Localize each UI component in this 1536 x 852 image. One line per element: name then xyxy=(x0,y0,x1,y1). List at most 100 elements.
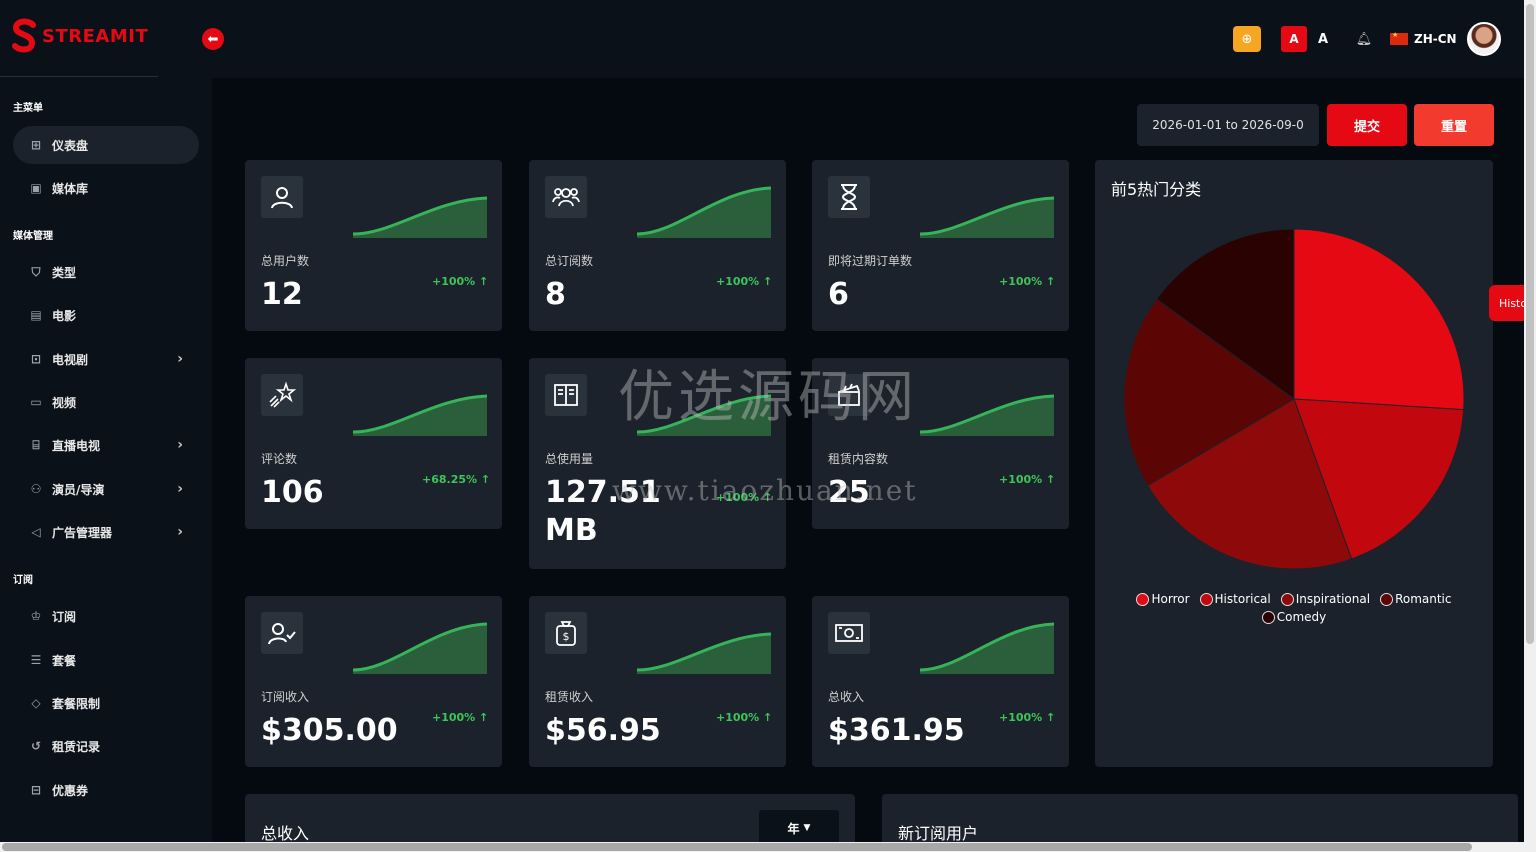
legend-item-historical[interactable]: Historical xyxy=(1199,592,1271,606)
arrow-up-icon: ↑ xyxy=(477,473,491,486)
history-icon: ↺ xyxy=(30,739,42,753)
sidebar-item-media-library[interactable]: ▣ 媒体库 xyxy=(13,169,199,207)
stat-value: $361.95 xyxy=(828,713,965,748)
pie-slice-inspirational[interactable] xyxy=(1146,398,1353,570)
sparkline-chart xyxy=(920,622,1054,674)
pie-legend: Horror Historical Inspirational Romantic Com… xyxy=(1115,592,1473,624)
font-size-increase-button[interactable]: A xyxy=(1281,26,1307,52)
stat-label: 租赁收入 xyxy=(545,690,594,704)
sidebar-item-movies[interactable]: ▤ 电影 xyxy=(13,296,199,334)
sidebar-item-tv-shows[interactable]: ⊡ 电视剧 › xyxy=(13,340,199,378)
sidebar-item-label: 优惠券 xyxy=(52,783,89,798)
notifications-button[interactable]: 🔔︎ xyxy=(1354,26,1374,52)
legend-dot xyxy=(1136,592,1150,606)
pie-slice-horror[interactable] xyxy=(1293,228,1465,411)
book-icon xyxy=(545,374,587,416)
stat-delta: +100% ↑ xyxy=(999,275,1056,288)
stat-label: 总用户数 xyxy=(261,254,310,268)
sidebar-item-plan-limits[interactable]: ◇ 套餐限制 xyxy=(13,684,199,722)
sidebar-item-ads-manager[interactable]: ◁ 广告管理器 › xyxy=(13,513,199,551)
stat-value: 25 xyxy=(828,475,870,510)
legend-item-inspirational[interactable]: Inspirational xyxy=(1280,592,1370,606)
group-icon xyxy=(545,176,587,218)
legend-dot xyxy=(1280,592,1294,606)
stat-delta: +100% ↑ xyxy=(432,275,489,288)
avatar[interactable] xyxy=(1467,22,1501,56)
user-icon xyxy=(261,176,303,218)
legend-item-horror[interactable]: Horror xyxy=(1136,592,1190,606)
sparkline-chart xyxy=(637,186,771,238)
stat-card-total-usage: 总使用量 127.51 MB +100% ↑ xyxy=(529,358,786,569)
stat-card-rental-revenue: $ 租赁收入 $56.95 +100% ↑ xyxy=(529,596,786,767)
user-check-icon xyxy=(261,612,303,654)
stat-delta: +100% ↑ xyxy=(999,711,1056,724)
ticket-icon: ⊟ xyxy=(30,783,42,797)
sidebar-item-label: 类型 xyxy=(52,265,77,280)
stat-delta: +100% ↑ xyxy=(999,473,1056,486)
horizontal-scrollbar-thumb[interactable] xyxy=(2,843,1472,851)
panel-title: 总收入 xyxy=(261,824,310,843)
stat-delta: +100% ↑ xyxy=(716,275,773,288)
reset-button[interactable]: 重置 xyxy=(1414,104,1494,146)
stat-label: 订阅收入 xyxy=(261,690,310,704)
sparkline-chart xyxy=(920,196,1054,238)
sidebar-item-coupons[interactable]: ⊟ 优惠券 xyxy=(13,771,199,809)
legend-dot xyxy=(1380,592,1394,606)
history-tab[interactable]: Histo xyxy=(1489,285,1529,321)
sidebar-item-label: 媒体库 xyxy=(52,181,89,196)
sidebar-item-genres[interactable]: ⛉ 类型 xyxy=(13,253,199,291)
stat-card-total-subscriptions: 总订阅数 8 +100% ↑ xyxy=(529,160,786,331)
arrow-left-icon: ⬅ xyxy=(207,31,219,47)
pie-chart xyxy=(1123,228,1465,570)
collapse-sidebar-button[interactable]: ⬅ xyxy=(202,28,224,50)
legend-item-comedy[interactable]: Comedy xyxy=(1261,610,1327,624)
stat-card-total-revenue: 总收入 $361.95 +100% ↑ xyxy=(812,596,1069,767)
sidebar-item-videos[interactable]: ▭ 视频 xyxy=(13,383,199,421)
sidebar-item-rental-history[interactable]: ↺ 租赁记录 xyxy=(13,727,199,765)
stat-value: $305.00 xyxy=(261,713,398,748)
legend-label: Horror xyxy=(1151,592,1190,606)
legend-item-romantic[interactable]: Romantic xyxy=(1380,592,1452,606)
clapper-icon xyxy=(828,374,870,416)
stat-card-subscription-revenue: 订阅收入 $305.00 +100% ↑ xyxy=(245,596,502,767)
crown-icon: ♔ xyxy=(30,609,42,623)
stat-label: 即将过期订单数 xyxy=(828,254,913,268)
users-icon: ⚇ xyxy=(30,482,42,496)
pie-slice-historical[interactable] xyxy=(1293,398,1465,560)
sidebar-item-dashboard[interactable]: ⊞ 仪表盘 xyxy=(13,126,199,164)
stat-delta: +100% ↑ xyxy=(716,711,773,724)
legend-label: Comedy xyxy=(1276,610,1327,624)
stat-delta: +100% ↑ xyxy=(432,711,489,724)
sidebar-item-cast-crew[interactable]: ⚇ 演员/导演 › xyxy=(13,470,199,508)
legend-dot xyxy=(1261,610,1275,624)
year-select[interactable]: 年 ▼ xyxy=(759,810,839,846)
sidebar-item-live-tv[interactable]: ⌸ 直播电视 › xyxy=(13,426,199,464)
arrow-up-icon: ↑ xyxy=(1042,473,1056,486)
chevron-right-icon: › xyxy=(177,437,183,453)
arrow-up-icon: ↑ xyxy=(1042,275,1056,288)
date-range-input[interactable]: 2026-01-01 to 2026-09-0 xyxy=(1137,104,1319,146)
bell-icon: 🔔︎ xyxy=(1355,31,1373,47)
svg-text:$: $ xyxy=(563,630,570,643)
sidebar-item-label: 直播电视 xyxy=(52,438,101,453)
language-selector[interactable]: ZH-CN xyxy=(1390,26,1458,52)
stat-value: 12 xyxy=(261,277,303,312)
chevron-right-icon: › xyxy=(177,351,183,367)
font-size-decrease-button[interactable]: A xyxy=(1317,31,1329,47)
sparkline-chart xyxy=(353,622,487,674)
section-label-subscription: 订阅 xyxy=(13,575,33,586)
pie-slice-comedy[interactable] xyxy=(1155,228,1295,400)
pie-chart-title: 前5热门分类 xyxy=(1111,180,1202,199)
brand-logo[interactable]: STREAMIT xyxy=(12,18,148,54)
vertical-scrollbar-thumb[interactable] xyxy=(1526,4,1534,644)
sidebar-item-plans[interactable]: ☰ 套餐 xyxy=(13,641,199,679)
arrow-up-icon: ↑ xyxy=(475,275,489,288)
stat-value: 106 xyxy=(261,475,324,510)
sidebar-item-subscriptions[interactable]: ♔ 订阅 xyxy=(13,597,199,635)
stat-label: 总使用量 xyxy=(545,452,594,466)
submit-button[interactable]: 提交 xyxy=(1327,104,1407,146)
plus-circle-button[interactable]: ⊕ xyxy=(1233,26,1261,52)
tv-icon: ⌸ xyxy=(32,437,40,452)
pie-slice-romantic[interactable] xyxy=(1123,298,1295,487)
logo-divider xyxy=(0,76,158,77)
